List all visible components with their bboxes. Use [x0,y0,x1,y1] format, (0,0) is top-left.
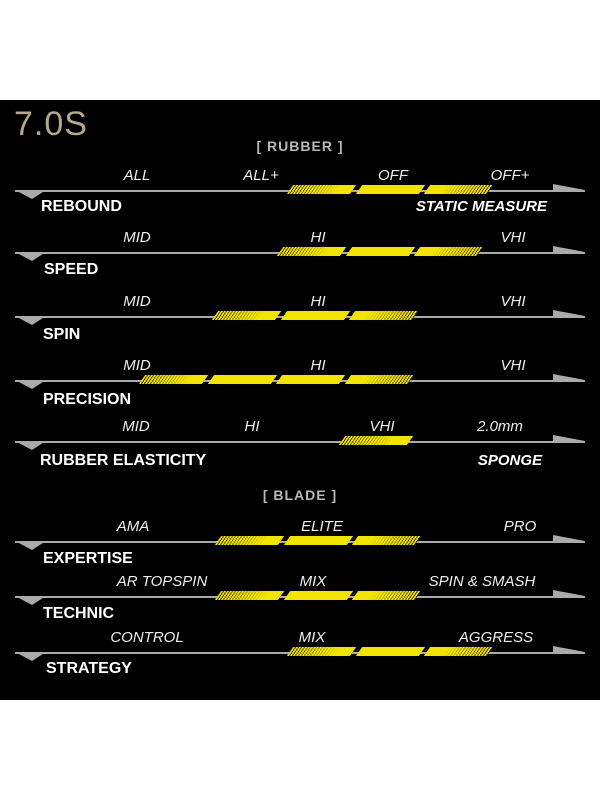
row-right-label: STATIC MEASURE [415,198,547,215]
rating-segment [345,247,415,256]
right-arrow-icon [553,184,585,192]
left-arrow-icon [15,252,46,261]
rating-segment [276,247,346,256]
scale-label: MID [123,357,151,374]
section-blade-heading: [ BLADE ] [262,487,338,503]
rating-segment [283,591,353,600]
scale-label: PRO [503,518,537,535]
rating-segment [424,647,494,656]
axis-line [15,435,585,450]
right-arrow-icon [553,435,585,443]
right-arrow-icon [553,646,585,654]
rating-segment [286,647,356,656]
scale-label: VHI [500,293,526,310]
left-arrow-icon [15,541,46,550]
right-arrow-icon [553,590,585,598]
row-name: SPIN [43,326,81,343]
rating-segment [211,311,281,320]
rating-segment [207,375,277,384]
scale-label: VHI [369,418,395,435]
right-arrow-icon [553,246,585,254]
rating-segment [352,536,422,545]
scale-label: VHI [500,229,526,246]
rating-segment [355,185,425,194]
left-arrow-icon [15,596,46,605]
scale-label: AMA [116,518,150,535]
row-name: RUBBER ELASTICITY [40,452,207,469]
scale-label: MID [122,418,150,435]
scale-label: AR TOPSPIN [116,573,208,590]
row-right-label: SPONGE [477,452,542,469]
rating-segment [344,375,414,384]
row-name: REBOUND [41,198,122,215]
left-arrow-icon [15,652,46,661]
spec-panel [0,100,600,700]
rating-segment [214,536,284,545]
rating-segment [283,536,353,545]
right-arrow-icon [553,535,585,543]
row-name: PRECISION [43,391,132,408]
row-name: EXPERTISE [43,550,133,567]
rating-segment [138,375,208,384]
left-arrow-icon [15,190,46,199]
scale-label: OFF+ [490,167,530,184]
left-arrow-icon [15,380,46,389]
scale-label: MID [123,229,151,246]
scale-label: HI [310,229,326,246]
scale-label: 2.0mm [477,418,523,435]
axis-bar [15,441,585,443]
left-arrow-icon [15,441,46,450]
scale-label: SPIN & SMASH [428,573,536,590]
scale-label: ALL+ [243,167,279,184]
scale-label: HI [310,293,326,310]
rating-segment [275,375,345,384]
scale-label: HI [310,357,326,374]
scale-label: AGGRESS [458,629,534,646]
right-arrow-icon [553,310,585,318]
rating-segment [352,591,422,600]
rating-segment [286,185,356,194]
rating-segment [349,311,419,320]
row-name: STRATEGY [46,660,132,677]
scale-label: HI [244,418,260,435]
scale-label: MID [123,293,151,310]
scale-label: CONTROL [110,629,184,646]
left-arrow-icon [15,316,46,325]
right-arrow-icon [553,374,585,382]
scale-label: ELITE [301,518,343,535]
rating-segment [280,311,350,320]
row-name: TECHNIC [43,605,115,622]
scale-label: MIX [298,629,326,646]
rating-segment [214,591,284,600]
rating-segment [355,647,425,656]
scale-label: MIX [299,573,327,590]
rating-segment [414,247,484,256]
product-title: 7.0S [14,105,88,143]
rating-segment [424,185,494,194]
row-name: SPEED [44,261,99,278]
rating-segment [338,436,414,445]
section-rubber-heading: [ RUBBER ] [256,138,344,154]
scale-label: OFF [378,167,408,184]
scale-label: ALL [123,167,151,184]
scale-label: VHI [500,357,526,374]
